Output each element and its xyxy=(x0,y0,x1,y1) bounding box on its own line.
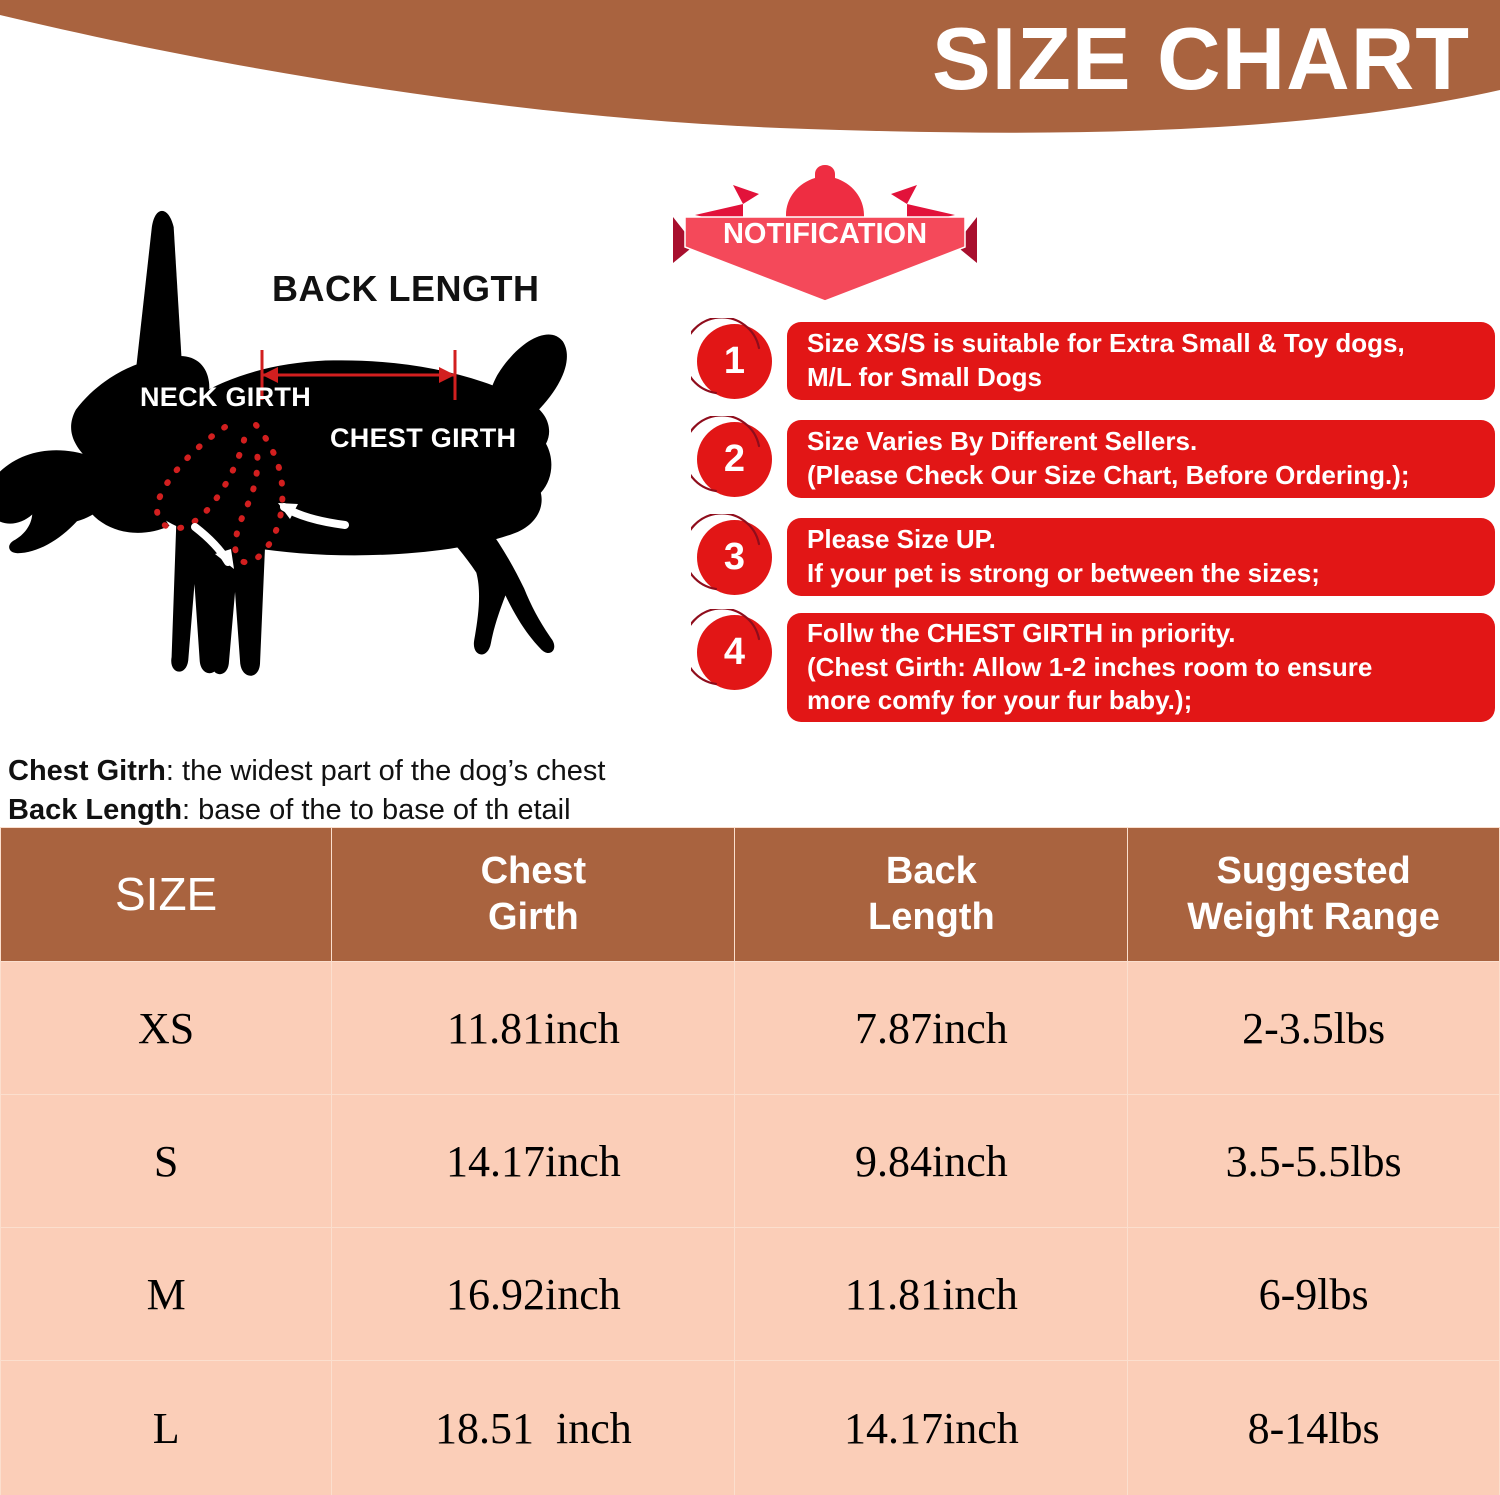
svg-text:NOTIFICATION: NOTIFICATION xyxy=(723,218,927,250)
